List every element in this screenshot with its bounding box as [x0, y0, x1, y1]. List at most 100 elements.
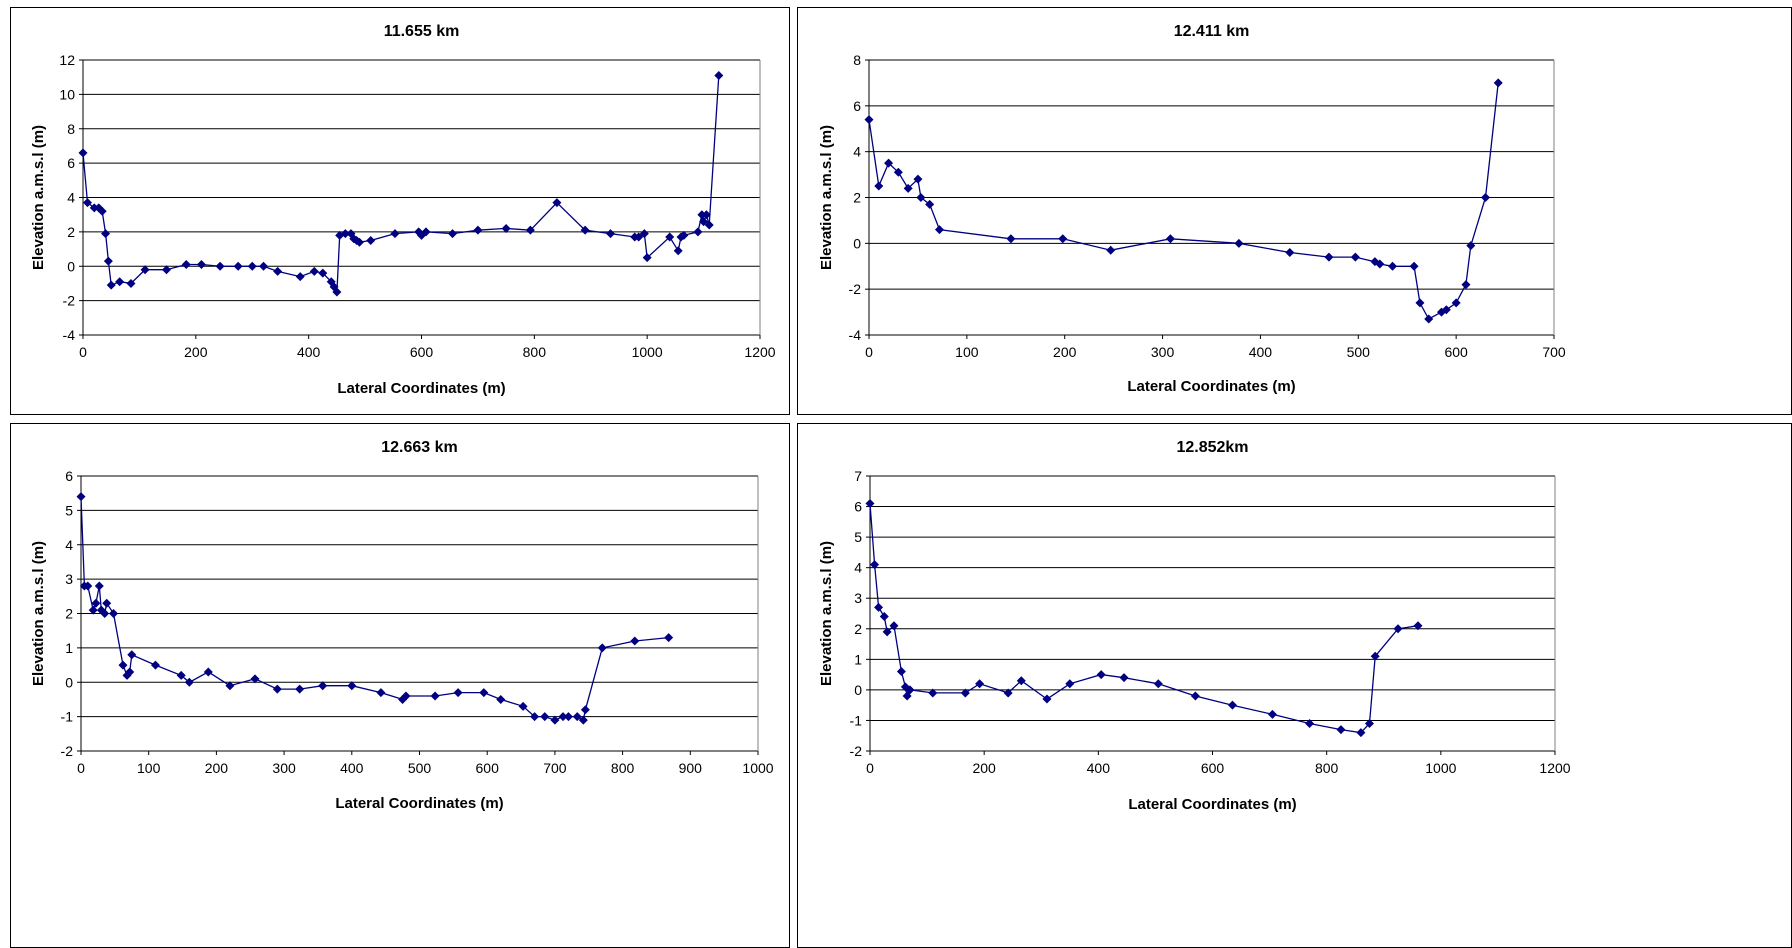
data-point — [122, 670, 132, 680]
series-line — [868, 82, 1499, 320]
data-point — [1415, 298, 1425, 308]
data-point — [318, 681, 328, 691]
x-tick-label: 800 — [523, 344, 547, 360]
data-point — [97, 206, 107, 216]
y-tick-label: 6 — [67, 155, 75, 171]
data-point — [693, 227, 703, 237]
data-point — [1424, 314, 1434, 324]
data-point — [697, 210, 707, 220]
data-point — [925, 199, 935, 209]
data-point — [1436, 307, 1446, 317]
data-point — [125, 667, 135, 677]
data-point — [1364, 719, 1374, 728]
data-point — [578, 715, 588, 725]
y-tick-label: 7 — [854, 468, 862, 484]
chart-title: 12.852km — [1176, 439, 1248, 456]
data-point — [295, 684, 305, 694]
data-point — [540, 712, 550, 722]
data-point — [354, 237, 364, 247]
x-tick-label: 0 — [866, 760, 874, 776]
data-point — [563, 712, 573, 722]
x-tick-label: 100 — [137, 760, 161, 776]
data-point — [1370, 651, 1380, 661]
y-tick-label: 6 — [854, 499, 862, 515]
data-point — [1393, 624, 1403, 634]
data-point — [76, 492, 86, 502]
y-tick-label: 0 — [853, 235, 861, 251]
data-point — [203, 667, 213, 677]
data-point — [1413, 621, 1423, 631]
data-point — [140, 265, 150, 275]
data-point — [870, 560, 880, 570]
data-point — [552, 198, 562, 208]
data-point — [273, 266, 283, 276]
x-tick-label: 1000 — [632, 344, 663, 360]
y-tick-label: 10 — [59, 86, 75, 102]
data-point — [233, 261, 243, 271]
data-point — [181, 260, 191, 270]
data-point — [605, 229, 615, 239]
chart-panel-1: 11.655 km -4 -2 0 2 4 6 8 10 12 0 200 400 600 800 1000 1… — [10, 7, 790, 415]
y-tick-label: 5 — [65, 502, 73, 518]
data-point — [879, 612, 889, 622]
x-axis-label: Lateral Coordinates (m) — [1127, 378, 1295, 395]
data-point — [1481, 193, 1490, 202]
data-point — [865, 499, 875, 508]
data-point — [1350, 252, 1360, 262]
data-point — [882, 627, 892, 637]
data-point — [448, 229, 458, 239]
data-point — [704, 220, 714, 230]
data-point — [347, 681, 357, 691]
data-point — [366, 235, 376, 245]
y-axis-label: Elevation a.m.s.l (m) — [818, 541, 835, 686]
data-point — [259, 261, 269, 271]
data-point — [518, 701, 528, 711]
data-point — [453, 688, 463, 698]
data-point — [430, 691, 440, 701]
x-tick-label: 500 — [408, 760, 432, 776]
data-point — [642, 253, 652, 263]
data-point — [1165, 234, 1175, 244]
x-tick-label: 600 — [476, 760, 500, 776]
data-point — [1324, 252, 1334, 262]
x-tick-label: 0 — [77, 760, 85, 776]
data-point — [115, 277, 125, 287]
data-point — [903, 183, 913, 193]
data-point — [558, 712, 568, 722]
data-point — [118, 660, 128, 670]
y-tick-label: 2 — [854, 621, 862, 637]
data-point — [250, 674, 260, 684]
data-point — [401, 691, 411, 701]
y-tick-label: 0 — [854, 682, 862, 698]
x-tick-label: 700 — [1542, 344, 1566, 360]
data-point — [525, 225, 535, 235]
x-tick-label: 400 — [297, 344, 321, 360]
x-tick-label: 800 — [1315, 760, 1339, 776]
x-tick-label: 900 — [679, 760, 703, 776]
chart-panel-2: 12.411 km -4 -2 0 2 4 6 8 0 100 200 300 400 500 600 700… — [797, 7, 1792, 415]
data-point — [318, 268, 328, 278]
data-point — [78, 148, 88, 158]
y-tick-label: -2 — [849, 281, 862, 297]
y-tick-label: 4 — [854, 560, 862, 576]
data-point — [196, 260, 206, 270]
chart-svg: 12.663 km -2 -1 0 1 2 3 4 5 6 0 100 200 300 400 500 600 7… — [30, 439, 774, 812]
data-point — [83, 581, 93, 591]
data-point — [639, 229, 649, 239]
data-point — [106, 280, 116, 290]
data-point — [699, 217, 709, 227]
x-tick-label: 200 — [205, 760, 229, 776]
data-point — [913, 174, 923, 184]
x-tick-label: 600 — [1201, 760, 1225, 776]
y-axis-label: Elevation a.m.s.l (m) — [30, 541, 47, 686]
data-point — [176, 670, 186, 680]
y-tick-label: -4 — [849, 327, 862, 343]
x-tick-label: 1000 — [1425, 760, 1456, 776]
data-point — [714, 70, 724, 80]
data-point — [934, 225, 944, 235]
data-point — [701, 210, 711, 220]
x-tick-label: 1200 — [1539, 760, 1570, 776]
x-tick-label: 800 — [611, 760, 635, 776]
data-point — [1190, 691, 1200, 701]
data-point — [1375, 259, 1385, 269]
